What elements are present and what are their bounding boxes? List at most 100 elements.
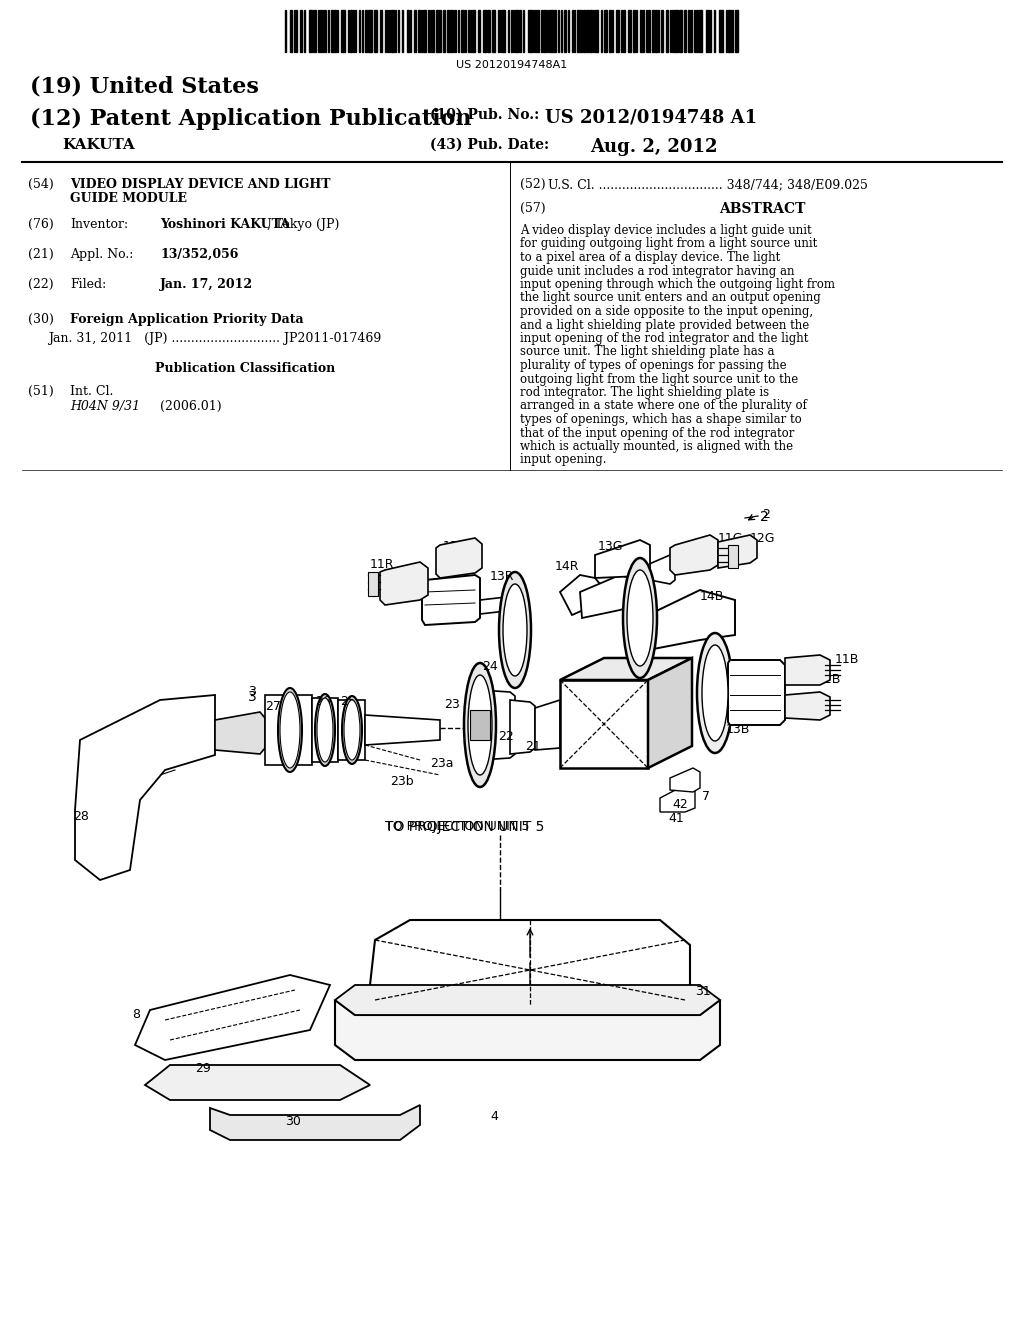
Bar — [502, 11, 505, 51]
Ellipse shape — [623, 558, 657, 678]
Bar — [290, 11, 292, 51]
Bar — [666, 11, 668, 51]
Bar — [554, 11, 556, 51]
Text: (10) Pub. No.:: (10) Pub. No.: — [430, 108, 540, 121]
Polygon shape — [370, 920, 690, 1005]
Bar — [391, 11, 394, 51]
Text: input opening of the rod integrator and the light: input opening of the rod integrator and … — [520, 333, 808, 345]
Text: Appl. No.:: Appl. No.: — [70, 248, 133, 261]
Text: plurality of types of openings for passing the: plurality of types of openings for passi… — [520, 359, 786, 372]
Bar — [609, 11, 611, 51]
Text: ABSTRACT: ABSTRACT — [719, 202, 805, 216]
Bar — [564, 11, 566, 51]
Polygon shape — [785, 655, 830, 685]
Bar — [407, 11, 409, 51]
Text: which is actually mounted, is aligned with the: which is actually mounted, is aligned wi… — [520, 440, 794, 453]
Bar — [604, 11, 607, 51]
Text: GUIDE MODULE: GUIDE MODULE — [70, 191, 187, 205]
Ellipse shape — [468, 675, 492, 775]
Bar — [472, 11, 475, 51]
Text: (54): (54) — [28, 178, 53, 191]
Text: 3: 3 — [248, 685, 256, 698]
Text: 27: 27 — [265, 700, 281, 713]
Text: source unit. The light shielding plate has a: source unit. The light shielding plate h… — [520, 346, 774, 359]
Text: that of the input opening of the rod integrator: that of the input opening of the rod int… — [520, 426, 795, 440]
Bar — [309, 11, 312, 51]
Text: 31: 31 — [695, 985, 711, 998]
Text: (52): (52) — [520, 178, 546, 191]
Bar — [616, 11, 618, 51]
Bar — [447, 11, 449, 51]
Text: 12R: 12R — [443, 540, 468, 553]
Ellipse shape — [344, 700, 360, 760]
Polygon shape — [335, 1001, 720, 1060]
Bar — [478, 11, 480, 51]
Bar — [319, 11, 322, 51]
Bar — [432, 11, 434, 51]
Ellipse shape — [317, 698, 333, 762]
Text: outgoing light from the light source unit to the: outgoing light from the light source uni… — [520, 372, 799, 385]
Text: Jan. 17, 2012: Jan. 17, 2012 — [160, 279, 253, 290]
Bar — [374, 11, 377, 51]
Text: KAKUTA: KAKUTA — [62, 139, 135, 152]
Text: 13G: 13G — [598, 540, 624, 553]
Text: 12B: 12B — [817, 673, 842, 686]
Polygon shape — [312, 698, 338, 762]
Bar — [368, 11, 372, 51]
Polygon shape — [365, 715, 440, 744]
Ellipse shape — [702, 645, 728, 741]
Bar — [418, 11, 420, 51]
Polygon shape — [338, 700, 365, 760]
Bar — [380, 11, 382, 51]
Polygon shape — [480, 597, 515, 614]
Bar — [735, 11, 738, 51]
Text: 23a: 23a — [430, 756, 454, 770]
Ellipse shape — [315, 694, 335, 766]
Text: 26: 26 — [315, 696, 331, 708]
Bar — [492, 11, 495, 51]
Text: A video display device includes a light guide unit: A video display device includes a light … — [520, 224, 812, 238]
Polygon shape — [728, 545, 738, 568]
Text: 23b: 23b — [390, 775, 414, 788]
Bar — [461, 11, 464, 51]
Ellipse shape — [280, 692, 300, 768]
Text: (22): (22) — [28, 279, 53, 290]
Polygon shape — [785, 692, 830, 719]
Text: the light source unit enters and an output opening: the light source unit enters and an outp… — [520, 292, 821, 305]
Text: 4: 4 — [490, 1110, 498, 1123]
Bar — [706, 11, 709, 51]
Text: (51): (51) — [28, 385, 53, 399]
Text: arranged in a state where one of the plurality of: arranged in a state where one of the plu… — [520, 400, 807, 412]
Bar — [728, 11, 731, 51]
Bar — [414, 11, 416, 51]
Polygon shape — [210, 1105, 420, 1140]
Text: 8: 8 — [132, 1008, 140, 1020]
Polygon shape — [535, 700, 560, 750]
Text: to a pixel area of a display device. The light: to a pixel area of a display device. The… — [520, 251, 780, 264]
Text: 13R: 13R — [490, 570, 514, 583]
Text: , Tokyo (JP): , Tokyo (JP) — [267, 218, 339, 231]
Text: (43) Pub. Date:: (43) Pub. Date: — [430, 139, 549, 152]
Polygon shape — [510, 700, 535, 754]
Text: 11G: 11G — [718, 532, 743, 545]
Polygon shape — [648, 590, 735, 649]
Text: Publication Classification: Publication Classification — [155, 362, 335, 375]
Text: 14B: 14B — [700, 590, 724, 603]
Bar — [537, 11, 539, 51]
Text: Aug. 2, 2012: Aug. 2, 2012 — [590, 139, 718, 156]
Polygon shape — [728, 660, 785, 725]
Text: (21): (21) — [28, 248, 53, 261]
Polygon shape — [368, 572, 378, 597]
Text: 41: 41 — [668, 812, 684, 825]
Bar — [515, 11, 518, 51]
Text: 7: 7 — [702, 789, 710, 803]
Text: 11R: 11R — [370, 558, 394, 572]
Bar — [583, 11, 585, 51]
Polygon shape — [480, 690, 515, 760]
Polygon shape — [718, 535, 757, 568]
Polygon shape — [648, 657, 692, 768]
Text: 13/352,056: 13/352,056 — [160, 248, 239, 261]
Text: 29: 29 — [195, 1063, 211, 1074]
Text: TO PROJECTION UNIT 5: TO PROJECTION UNIT 5 — [385, 820, 529, 833]
Text: (30): (30) — [28, 313, 54, 326]
